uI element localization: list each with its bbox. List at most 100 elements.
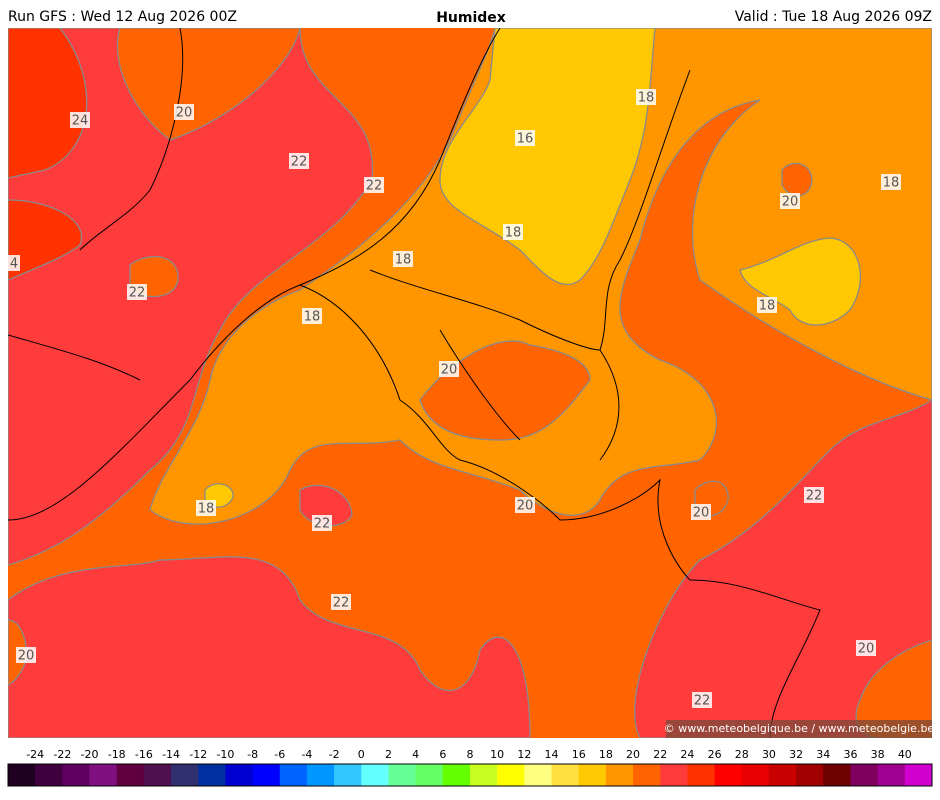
contour-label-box xyxy=(196,500,216,516)
colorbar-label: -16 xyxy=(135,748,153,761)
contour-label-box xyxy=(757,297,777,313)
contour-label: 18 xyxy=(505,226,522,241)
copyright-box xyxy=(666,720,932,738)
colorbar-label: -10 xyxy=(216,748,234,761)
contour-label-box xyxy=(692,692,712,708)
colorbar-label: -6 xyxy=(274,748,285,761)
contour-label: 22 xyxy=(694,694,711,709)
contour-label: 20 xyxy=(858,642,875,657)
colorbar-label: -2 xyxy=(329,748,340,761)
contour-label: 18 xyxy=(395,253,412,268)
colorbar-label: 28 xyxy=(735,748,749,761)
contour-label: 20 xyxy=(782,195,799,210)
contour-label: 20 xyxy=(693,506,710,521)
copyright: © www.meteobelgique.be / www.meteobelgie… xyxy=(664,722,935,735)
colorbar-label: 26 xyxy=(708,748,722,761)
contour-label-box xyxy=(302,308,322,324)
contour-label: 20 xyxy=(517,499,534,514)
colorbar-frame xyxy=(7,763,933,787)
colorbar-label: -18 xyxy=(108,748,126,761)
colorbar-label: -8 xyxy=(247,748,258,761)
contour-label-box xyxy=(127,284,147,300)
colorbar-label: 30 xyxy=(762,748,776,761)
colorbar-swatch xyxy=(470,764,498,786)
contour-label-box xyxy=(70,112,90,128)
colorbar: -24 -22 -20 -18 -16 -14 -12 -10 -8 -6 -4 -2 0 2 4 6 8 10 1… xyxy=(7,748,933,787)
colorbar-swatch xyxy=(306,764,335,786)
contour-label-box xyxy=(16,647,36,663)
colorbar-swatch xyxy=(442,764,471,786)
contour-label-box xyxy=(515,497,535,513)
colorbar-swatch xyxy=(361,764,389,786)
contour-label: 20 xyxy=(441,363,458,378)
field-orange xyxy=(116,28,301,141)
contour-label: 16 xyxy=(517,132,534,147)
contour-label: 22 xyxy=(291,155,308,170)
contour-label: 22 xyxy=(806,489,823,504)
contour-label-box xyxy=(439,361,459,377)
colorbar-label: -22 xyxy=(53,748,71,761)
colorbar-swatch xyxy=(687,764,716,786)
colorbar-label: 24 xyxy=(680,748,694,761)
colorbar-swatch xyxy=(171,764,199,786)
colorbar-swatch xyxy=(633,764,661,786)
colorbar-swatch xyxy=(198,764,226,786)
colorbar-swatch xyxy=(714,764,743,786)
colorbar-label: 14 xyxy=(545,748,559,761)
contour-label: 18 xyxy=(198,502,215,517)
colorbar-swatch xyxy=(877,764,906,786)
contour-label-box xyxy=(289,153,309,169)
borders xyxy=(299,69,821,738)
colorbar-swatch xyxy=(768,764,797,786)
contour-label: 18 xyxy=(304,310,321,325)
colorbar-swatch xyxy=(415,764,444,786)
contour-label: 22 xyxy=(314,517,331,532)
colorbar-label: 8 xyxy=(467,748,474,761)
colorbar-label: -24 xyxy=(26,748,44,761)
colorbar-label: 16 xyxy=(572,748,586,761)
colorbar-label: 4 xyxy=(412,748,419,761)
colorbar-label: 10 xyxy=(490,748,504,761)
colorbar-swatch xyxy=(741,764,770,786)
colorbar-swatch xyxy=(89,764,118,786)
colorbar-swatch xyxy=(116,764,145,786)
colorbar-swatch xyxy=(252,764,281,786)
colorbar-label: 32 xyxy=(789,748,803,761)
contour-label-box xyxy=(881,174,901,190)
colorbar-swatch xyxy=(225,764,254,786)
contour-label: 4 xyxy=(10,257,18,272)
contour-label: 22 xyxy=(129,286,146,301)
contour-label-box xyxy=(312,515,332,531)
contour-label: 22 xyxy=(333,596,350,611)
map-title: Humidex xyxy=(436,10,506,26)
map xyxy=(8,28,932,738)
contour-label: 24 xyxy=(72,114,89,129)
colorbar-label: -12 xyxy=(189,748,207,761)
contour-label-box xyxy=(8,255,20,271)
run-info: Run GFS : Wed 12 Aug 2026 00Z xyxy=(8,9,237,25)
contour-label-box xyxy=(364,177,384,193)
colorbar-swatch xyxy=(497,764,525,786)
colorbar-label: 22 xyxy=(653,748,667,761)
contour-label-box xyxy=(856,640,876,656)
colorbar-swatch xyxy=(660,764,688,786)
contour-label: 18 xyxy=(883,176,900,191)
colorbar-swatch xyxy=(35,764,63,786)
colorbar-label: 6 xyxy=(439,748,446,761)
colorbar-label: 40 xyxy=(898,748,912,761)
field-red xyxy=(8,28,374,566)
colorbar-swatch xyxy=(823,764,851,786)
colorbar-label: 34 xyxy=(816,748,830,761)
colorbar-label: -4 xyxy=(301,748,312,761)
contour-label: 18 xyxy=(759,299,776,314)
colorbar-label: -20 xyxy=(81,748,99,761)
contour-labels: 24 20 22 22 4 22 18 18 18 16 18 18 20 18 20 18 22 20 20 22 2… xyxy=(8,89,901,709)
colorbar-swatch xyxy=(796,764,824,786)
field-red xyxy=(8,484,531,738)
colorbar-swatch xyxy=(279,764,308,786)
colorbar-swatch xyxy=(143,764,172,786)
colorbar-swatch xyxy=(8,764,36,786)
field-orange xyxy=(8,162,932,738)
colorbar-swatch xyxy=(388,764,417,786)
